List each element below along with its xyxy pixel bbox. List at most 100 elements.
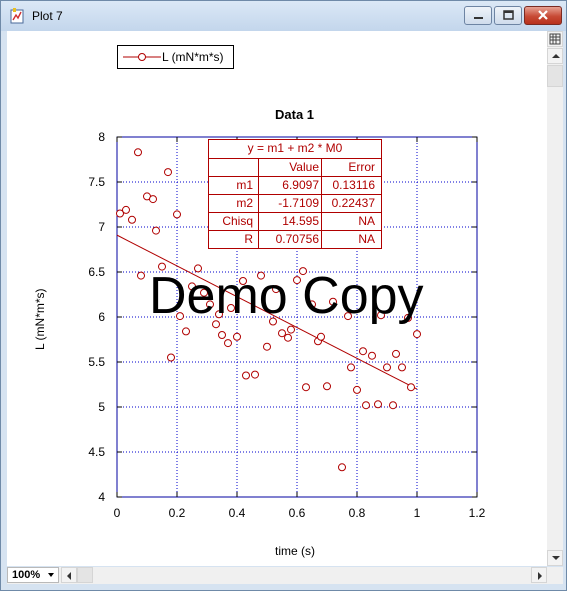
- curve-fit-table[interactable]: y = m1 + m2 * M0 Value Error m1 6.9097 0…: [208, 139, 382, 249]
- data-point: [377, 311, 385, 320]
- data-point: [251, 370, 259, 379]
- close-button[interactable]: [524, 6, 562, 25]
- x-tick-label: 0.6: [289, 506, 306, 520]
- zoom-value: 100%: [12, 569, 41, 581]
- data-point: [374, 400, 382, 409]
- data-point: [329, 297, 337, 306]
- data-point: [413, 330, 421, 339]
- maximize-icon: [503, 10, 514, 20]
- fit-line: [116, 234, 418, 390]
- data-point: [278, 329, 286, 338]
- y-tick-label: 5.5: [88, 355, 105, 369]
- scroll-right-button[interactable]: [531, 567, 547, 583]
- minimize-button[interactable]: [464, 6, 492, 25]
- data-point: [338, 463, 346, 472]
- chevron-down-icon: [48, 573, 54, 577]
- data-point: [218, 331, 226, 339]
- data-point: [215, 310, 223, 319]
- fit-param-name: m2: [236, 196, 253, 210]
- data-point: [116, 209, 124, 218]
- data-point: [158, 262, 166, 271]
- data-point: [344, 312, 352, 321]
- x-tick-label: 1.2: [469, 506, 486, 520]
- x-tick-label: 0.8: [349, 506, 366, 520]
- vertical-scrollbar[interactable]: [547, 31, 563, 566]
- data-point: [134, 148, 142, 157]
- data-point: [122, 205, 130, 214]
- data-point: [287, 325, 295, 334]
- data-point: [206, 300, 214, 309]
- fit-param-error: 0.22437: [331, 196, 375, 210]
- data-point: [308, 300, 316, 309]
- y-tick-label: 6: [98, 310, 105, 324]
- data-point: [167, 353, 175, 362]
- fit-header-row: Value Error: [209, 158, 381, 176]
- grip-icon: [549, 33, 561, 45]
- fit-param-error: NA: [358, 214, 375, 228]
- title-bar[interactable]: Plot 7: [1, 1, 566, 31]
- data-point: [128, 215, 136, 224]
- horizontal-scrollbar[interactable]: 100%: [7, 567, 563, 584]
- data-point: [407, 383, 415, 392]
- data-point: [368, 351, 376, 360]
- fit-param-error: NA: [358, 232, 375, 246]
- chart-legend[interactable]: L (mN*m*s): [117, 45, 234, 69]
- fit-row: Chisq 14.595 NA: [209, 212, 381, 230]
- data-point: [200, 288, 208, 297]
- data-point: [149, 195, 157, 204]
- scroll-down-button[interactable]: [547, 550, 563, 566]
- x-tick-label: 0.2: [169, 506, 186, 520]
- fit-equation: y = m1 + m2 * M0: [247, 141, 343, 155]
- data-point: [362, 401, 370, 410]
- data-point: [173, 210, 181, 219]
- fit-row: m2 -1.7109 0.22437: [209, 194, 381, 212]
- horizontal-scroll-thumb[interactable]: [77, 567, 93, 583]
- maximize-button[interactable]: [494, 6, 522, 25]
- data-point: [239, 277, 247, 285]
- data-point: [176, 312, 184, 321]
- plot-app-icon: [10, 8, 24, 24]
- chart-title: Data 1: [275, 107, 315, 122]
- fit-param-value: -1.7109: [278, 196, 319, 210]
- fit-row: R 0.70756 NA: [209, 230, 381, 248]
- data-point: [302, 383, 310, 392]
- size-grip[interactable]: [548, 567, 563, 584]
- data-point: [188, 282, 196, 291]
- y-axis-label: L (mN*m*s): [33, 288, 47, 350]
- window-title: Plot 7: [32, 9, 63, 23]
- split-grip-icon[interactable]: [547, 31, 563, 47]
- scroll-left-button[interactable]: [61, 567, 77, 583]
- data-point: [347, 363, 355, 372]
- y-tick-label: 7.5: [88, 175, 105, 189]
- data-point: [359, 347, 367, 356]
- data-point: [242, 371, 250, 380]
- x-tick-label: 0: [114, 506, 121, 520]
- data-point: [152, 226, 160, 235]
- fit-param-name: m1: [236, 178, 253, 192]
- data-point: [257, 271, 265, 280]
- fit-param-value: 0.70756: [275, 232, 319, 246]
- plot-canvas: [7, 31, 547, 566]
- minimize-icon: [474, 17, 483, 19]
- table-divider: [321, 158, 322, 248]
- data-point: [299, 267, 307, 276]
- data-point: [164, 168, 172, 177]
- data-point: [404, 313, 412, 322]
- arrow-right-icon: [538, 572, 542, 580]
- data-point: [353, 385, 361, 394]
- scroll-up-button[interactable]: [547, 48, 563, 64]
- data-point: [224, 339, 232, 348]
- data-point: [392, 349, 400, 358]
- legend-label: L (mN*m*s): [162, 50, 224, 64]
- demo-watermark: Demo Copy: [149, 267, 424, 325]
- y-tick-label: 5: [98, 400, 105, 414]
- zoom-select[interactable]: 100%: [7, 567, 59, 583]
- y-tick-label: 4: [98, 490, 105, 504]
- data-point: [398, 363, 406, 372]
- data-point: [293, 276, 301, 285]
- data-point: [383, 363, 391, 372]
- data-point: [323, 382, 331, 391]
- fit-param-value: 14.595: [282, 214, 319, 228]
- vertical-scroll-thumb[interactable]: [547, 65, 563, 87]
